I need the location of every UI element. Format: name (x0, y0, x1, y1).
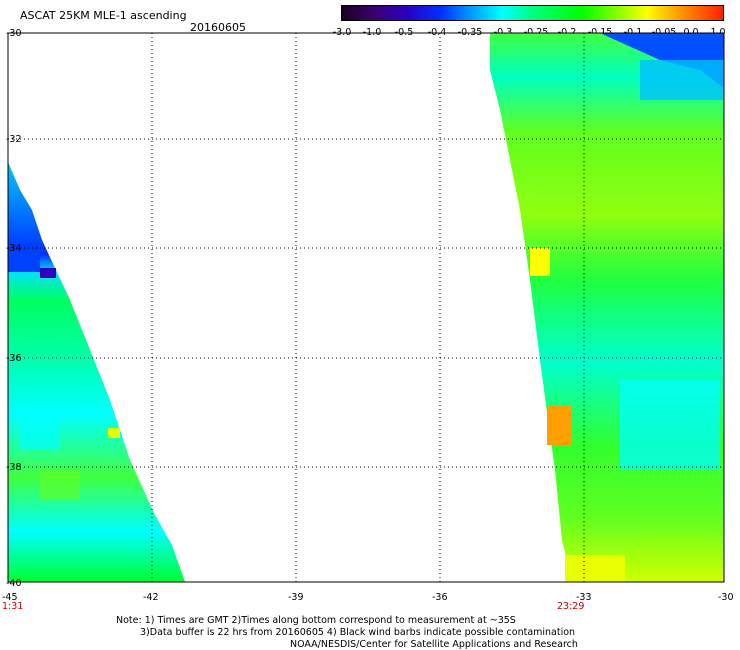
swath-patch (40, 268, 56, 278)
plot-frame (7, 32, 725, 583)
pass-time-label: 23:29 (557, 601, 585, 612)
map-date: 20160605 (190, 21, 246, 34)
swath-patch (108, 428, 120, 438)
x-tick-label: -30 (718, 592, 734, 603)
swath-patch (640, 60, 724, 100)
swath-patch (40, 470, 80, 500)
y-tick-label: -40 (6, 578, 22, 589)
left-swath (8, 162, 185, 582)
swath-patch (20, 410, 60, 450)
x-tick-label: -42 (143, 592, 159, 603)
x-tick-label: -45 (2, 592, 18, 603)
footnote-line: Note: 1) Times are GMT 2)Times along bot… (116, 615, 516, 626)
x-tick-label: -36 (432, 592, 448, 603)
graticule (8, 33, 724, 582)
swath-patch (530, 248, 550, 276)
swath-patch (547, 405, 571, 445)
y-tick-label: -32 (6, 134, 22, 145)
pass-time-label: 1:31 (2, 601, 24, 612)
right-swath (490, 33, 724, 582)
y-tick-label: -34 (6, 243, 22, 254)
swath-patch (620, 380, 720, 470)
y-tick-label: -36 (6, 353, 22, 364)
y-tick-label: -30 (6, 28, 22, 39)
x-tick-label: -33 (576, 592, 592, 603)
x-tick-label: -39 (288, 592, 304, 603)
swath-patch (565, 555, 625, 582)
swath-patch (8, 250, 40, 272)
credit-line: NOAA/NESDIS/Center for Satellite Applica… (290, 639, 578, 650)
color-scale-bar (341, 5, 724, 21)
map-title: ASCAT 25KM MLE-1 ascending (20, 9, 187, 22)
footnote-line: 3)Data buffer is 22 hrs from 20160605 4)… (140, 627, 576, 638)
y-tick-label: -38 (6, 462, 22, 473)
